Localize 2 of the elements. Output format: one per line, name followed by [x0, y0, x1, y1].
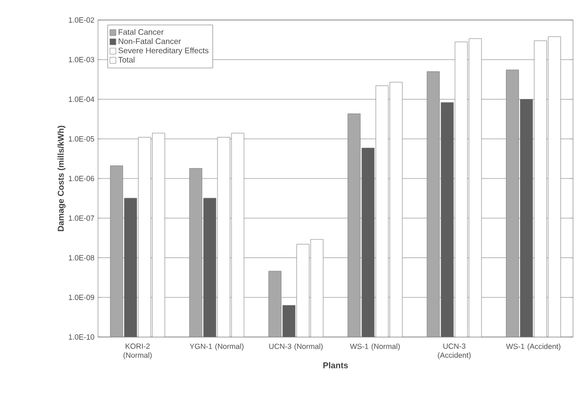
x-axis-title: Plants — [323, 362, 348, 368]
y-axis-title: Damage Costs (mills/kWh) — [58, 126, 66, 232]
